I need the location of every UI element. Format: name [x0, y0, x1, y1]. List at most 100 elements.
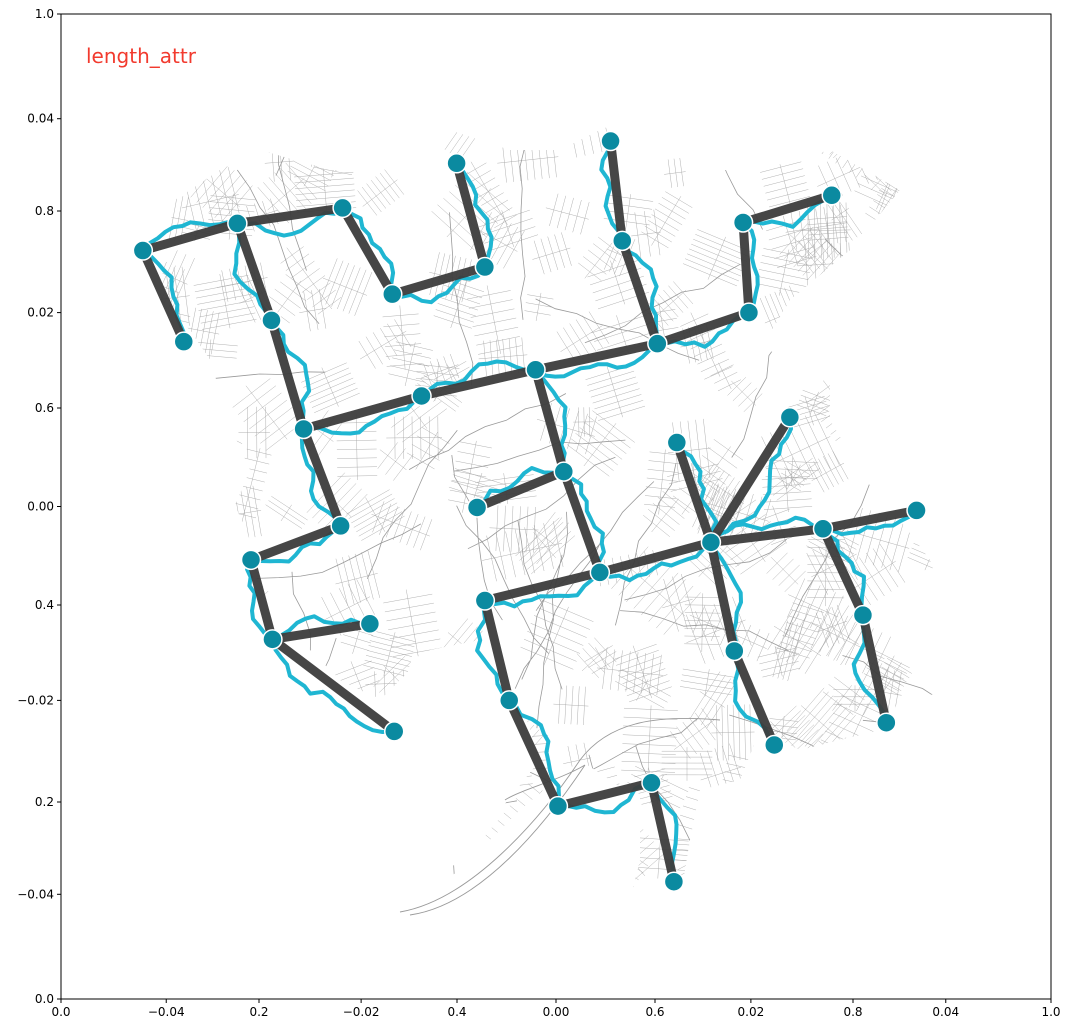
network-edge — [738, 217, 754, 318]
inner-y-tick: 0.00 — [27, 500, 61, 514]
network-edge — [138, 218, 242, 256]
network-node — [359, 613, 381, 635]
outer-x-tick: 1.0 — [1041, 999, 1061, 1019]
network-node — [647, 333, 668, 354]
network-edge — [299, 391, 427, 434]
network-edge — [266, 315, 309, 434]
network-edge — [452, 158, 490, 272]
inner-y-tick: 0.04 — [27, 112, 61, 126]
network-edge — [738, 190, 837, 227]
network-edge — [553, 778, 656, 811]
network-edges — [138, 136, 922, 887]
outer-x-tick-label: 1.0 — [1041, 1005, 1060, 1019]
network-node — [330, 515, 351, 537]
network-node — [821, 185, 843, 206]
network-edge — [299, 424, 346, 531]
network-node — [738, 302, 760, 323]
outer-x-tick: 0.2 — [249, 999, 269, 1019]
outer-y-tick: 0.2 — [35, 795, 61, 809]
network-edge — [480, 596, 514, 705]
network-edge — [672, 438, 716, 547]
network-edge — [818, 505, 922, 534]
network-node — [446, 153, 467, 174]
outer-x-tick-label: 0.4 — [447, 1005, 466, 1019]
route-path — [620, 238, 660, 346]
route-path — [597, 540, 713, 583]
network-node — [876, 712, 897, 733]
inner-x-tick-label: 0.02 — [738, 1005, 765, 1019]
network-node — [262, 629, 283, 650]
network-node — [600, 130, 621, 152]
outer-x-tick-label: 0.8 — [843, 1005, 862, 1019]
network-edge — [531, 339, 662, 375]
outer-y-tick-label: 0.6 — [35, 401, 54, 415]
network-node — [383, 721, 405, 742]
network-node — [240, 549, 262, 571]
outer-x-tick: 0.4 — [447, 999, 467, 1019]
inner-x-tick-label: −0.02 — [343, 1005, 380, 1019]
network-node — [724, 640, 745, 662]
inner-y-tick-label: 0.02 — [27, 306, 54, 320]
network-node — [411, 385, 432, 407]
route-path — [561, 469, 606, 575]
route-path — [299, 426, 343, 528]
network-edge — [417, 365, 541, 401]
network-node — [525, 359, 546, 381]
network-edge — [267, 634, 399, 736]
inner-y-tick-label: 0.00 — [27, 500, 54, 514]
network-node — [332, 197, 353, 219]
network-edge — [480, 567, 605, 606]
route-path — [340, 205, 396, 297]
outer-y-tick: 0.0 — [35, 992, 61, 1006]
route-path — [390, 265, 487, 305]
inner-x-tick-label: −0.04 — [148, 1005, 185, 1019]
route-path — [708, 515, 825, 545]
network-edge — [706, 524, 828, 547]
network-node — [553, 461, 575, 482]
network-edge — [387, 262, 490, 299]
network-edge — [267, 619, 375, 644]
network-node — [547, 795, 569, 817]
network-node — [732, 212, 754, 233]
inner-x-tick-label: 0.00 — [543, 1005, 570, 1019]
route-path — [270, 614, 372, 642]
network-edge — [617, 236, 662, 349]
network-node — [764, 734, 785, 756]
inner-y-tick: −0.02 — [17, 693, 61, 707]
route-path — [821, 526, 866, 618]
outer-y-tick-label: 0.0 — [35, 992, 54, 1006]
network-edge — [232, 218, 276, 325]
network-node — [589, 562, 611, 583]
network-node — [466, 497, 488, 518]
outer-x-tick: 0.8 — [843, 999, 863, 1019]
network-edge — [338, 203, 397, 299]
network-edge — [706, 537, 739, 656]
outer-y-tick: 0.6 — [35, 401, 61, 415]
network-edge — [472, 467, 569, 512]
inner-y-tick-label: −0.02 — [17, 693, 54, 707]
inner-x-tick: −0.02 — [343, 999, 380, 1019]
network-edge — [646, 778, 679, 887]
network-node — [382, 283, 403, 305]
axis-ticks: 0.0 0.2 0.4 0.6 0.8 1.0 0.0 0.2 0.4 0.6 0.8 1.0 −0.0… — [17, 7, 1060, 1019]
network-edge — [531, 365, 569, 477]
network-node — [612, 230, 633, 252]
route-path — [507, 698, 561, 809]
outer-y-tick: 0.8 — [35, 204, 61, 218]
outer-y-tick-label: 0.2 — [35, 795, 54, 809]
outer-y-tick-label: 0.8 — [35, 204, 54, 218]
network-edge — [606, 136, 627, 246]
outer-x-tick-label: 0.0 — [51, 1005, 70, 1019]
network-node — [474, 590, 496, 611]
outer-y-tick-label: 0.4 — [35, 598, 54, 612]
network-node — [906, 500, 927, 521]
route-path — [419, 359, 538, 398]
network-edge — [232, 203, 348, 228]
route-path — [533, 367, 568, 474]
inner-x-tick: 0.02 — [738, 999, 765, 1019]
network-node — [663, 871, 685, 892]
network-node — [132, 240, 154, 261]
network-node — [261, 310, 282, 331]
route-path — [821, 508, 919, 537]
route-path — [475, 466, 566, 510]
